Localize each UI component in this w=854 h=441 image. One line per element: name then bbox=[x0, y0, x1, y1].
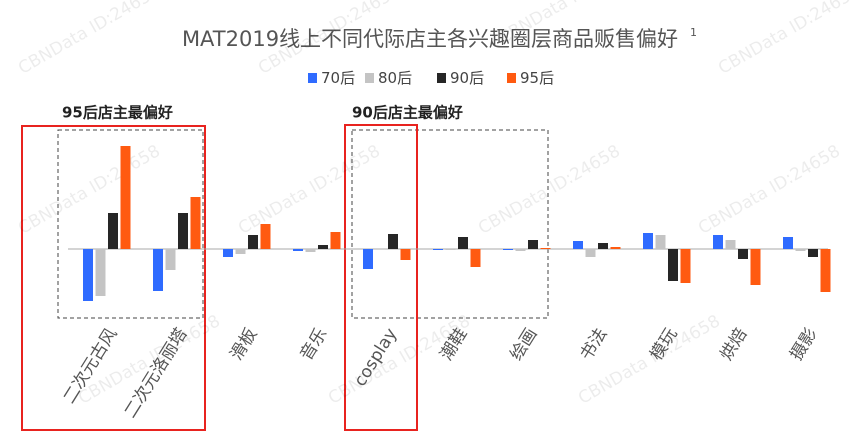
x-tick-label: 书法 bbox=[577, 325, 612, 364]
watermark: CBNData ID:24658 bbox=[15, 141, 164, 238]
bar bbox=[330, 232, 341, 249]
bar bbox=[610, 247, 621, 249]
red-frame bbox=[21, 125, 206, 431]
highlight-box bbox=[57, 129, 204, 319]
bar bbox=[540, 248, 551, 249]
legend-swatch bbox=[507, 73, 516, 83]
bar bbox=[515, 249, 526, 251]
bar bbox=[573, 241, 583, 249]
legend-label: 80后 bbox=[378, 69, 412, 87]
chart-title: MAT2019线上不同代际店主各兴趣圈层商品贩售偏好 bbox=[182, 27, 678, 51]
bar bbox=[528, 240, 538, 249]
title-note: 1 bbox=[690, 26, 697, 39]
bar bbox=[248, 235, 258, 249]
bar bbox=[190, 197, 201, 249]
x-tick-label: 摄影 bbox=[787, 325, 822, 364]
bar bbox=[235, 249, 246, 254]
bar bbox=[598, 243, 608, 249]
legend-label: 70后 bbox=[321, 69, 355, 87]
annotation: 95后店主最偏好 bbox=[62, 104, 173, 122]
annotation: 90后店主最偏好 bbox=[352, 104, 463, 122]
bar bbox=[470, 249, 481, 267]
bar bbox=[643, 233, 653, 249]
watermark: CBNData ID:24658 bbox=[15, 0, 164, 79]
bar bbox=[223, 249, 233, 257]
watermark: CBNData ID:24658 bbox=[715, 0, 854, 79]
bar bbox=[783, 237, 793, 249]
x-tick-label: 音乐 bbox=[297, 325, 332, 364]
x-tick-label: 绘画 bbox=[507, 325, 542, 364]
watermark: CBNData ID:24658 bbox=[235, 141, 384, 238]
bar bbox=[585, 249, 596, 257]
bar bbox=[725, 240, 736, 249]
bar bbox=[318, 245, 328, 249]
bar bbox=[108, 213, 118, 249]
bar bbox=[388, 234, 398, 249]
bar bbox=[820, 249, 831, 292]
legend-label: 95后 bbox=[520, 69, 554, 87]
legend-swatch bbox=[365, 73, 374, 83]
bar bbox=[503, 249, 513, 250]
bar bbox=[458, 237, 468, 249]
bar bbox=[680, 249, 691, 283]
bar bbox=[95, 249, 106, 296]
bar bbox=[738, 249, 748, 259]
legend-label: 90后 bbox=[450, 69, 484, 87]
bar bbox=[808, 249, 818, 257]
watermark: CBNData ID:24658 bbox=[475, 141, 624, 238]
highlight-box bbox=[351, 129, 549, 319]
x-tick-label: 滑板 bbox=[227, 325, 262, 364]
bar bbox=[120, 146, 131, 249]
bar bbox=[668, 249, 678, 281]
legend-swatch bbox=[308, 73, 317, 83]
bar bbox=[178, 213, 188, 249]
bar bbox=[83, 249, 93, 301]
legend-swatch bbox=[437, 73, 446, 83]
watermark: CBNData ID:24658 bbox=[575, 311, 724, 408]
bar bbox=[433, 249, 443, 250]
watermark: CBNData ID:24658 bbox=[695, 141, 844, 238]
x-tick-label: 烘焙 bbox=[717, 325, 752, 364]
bar bbox=[750, 249, 761, 285]
red-frame bbox=[344, 124, 418, 431]
bar bbox=[795, 249, 806, 251]
bar bbox=[153, 249, 163, 291]
bar bbox=[305, 249, 316, 252]
bar bbox=[363, 249, 373, 269]
bar bbox=[400, 249, 411, 260]
bar bbox=[713, 235, 723, 249]
bar bbox=[165, 249, 176, 270]
bar bbox=[655, 235, 666, 249]
bar bbox=[293, 249, 303, 251]
bar bbox=[445, 249, 456, 250]
bar bbox=[260, 224, 271, 249]
